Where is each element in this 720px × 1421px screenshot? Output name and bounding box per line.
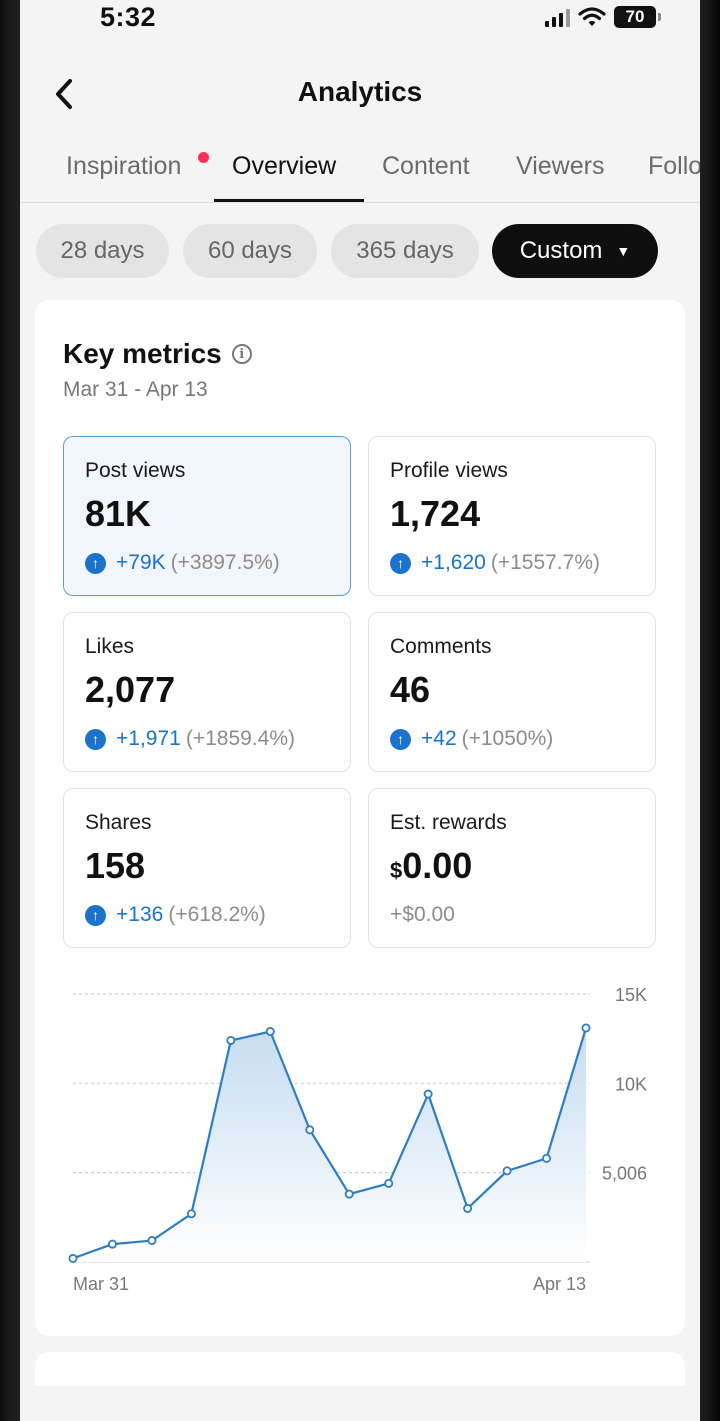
- next-section-card: [35, 1352, 685, 1386]
- metric-label: Post views: [85, 459, 186, 482]
- range-365-days[interactable]: 365 days: [331, 224, 479, 278]
- data-point[interactable]: [68, 1253, 78, 1263]
- metric-amount: 0.00: [402, 845, 473, 886]
- metric-delta: +1,620: [421, 551, 486, 574]
- metric-card-profile-views[interactable]: Profile views 1,724 ↑ +1,620 (+1557.7%): [368, 436, 656, 596]
- status-icons: 70: [545, 6, 661, 28]
- post-views-chart[interactable]: 5,006 10K 15K Mar 31 Apr 13: [35, 970, 685, 1310]
- tab-viewers[interactable]: Viewers: [516, 152, 605, 180]
- metric-value: 1,724: [390, 493, 481, 534]
- range-label: 60 days: [207, 237, 293, 264]
- data-point[interactable]: [384, 1178, 394, 1188]
- active-tab-indicator: [214, 199, 364, 202]
- tab-followers[interactable]: Followers: [648, 152, 700, 180]
- metric-change: +$0.00: [390, 903, 455, 927]
- arrow-up-icon: ↑: [390, 728, 411, 750]
- metric-value: 158: [85, 845, 146, 886]
- metric-change: ↑ +1,971 (+1859.4%): [85, 727, 295, 751]
- key-metrics-heading: Key metrics i: [63, 338, 252, 370]
- chevron-left-icon: [56, 79, 72, 109]
- metric-card-shares[interactable]: Shares 158 ↑ +136 (+618.2%): [63, 788, 351, 948]
- page-title: Analytics: [297, 76, 423, 107]
- range-60-days[interactable]: 60 days: [183, 224, 317, 278]
- tab-inspiration[interactable]: Inspiration: [66, 152, 182, 180]
- metric-card-est-rewards[interactable]: Est. rewards $0.00 +$0.00: [368, 788, 656, 948]
- arrow-up-icon: ↑: [390, 552, 411, 574]
- data-point[interactable]: [186, 1209, 196, 1219]
- metric-delta: +42: [421, 727, 457, 750]
- info-icon[interactable]: i: [231, 344, 252, 364]
- metric-percent: (+1050%): [461, 727, 554, 750]
- data-point[interactable]: [581, 1023, 591, 1033]
- status-time: 5:32: [100, 2, 157, 32]
- caret-down-icon: ▼: [616, 243, 631, 259]
- range-label: 28 days: [60, 237, 145, 264]
- metric-change: ↑ +42 (+1050%): [390, 727, 553, 751]
- metric-value: 46: [390, 669, 431, 710]
- key-metrics-card: Key metrics i Mar 31 - Apr 13 Post views…: [35, 300, 685, 1336]
- arrow-up-icon: ↑: [85, 904, 106, 926]
- y-tick-label: 15K: [615, 985, 647, 1005]
- back-button[interactable]: [44, 74, 84, 114]
- metric-change: ↑ +136 (+618.2%): [85, 903, 266, 927]
- phone-screen: 5:32 70 Analytics Inspiration Overview C…: [20, 0, 700, 1421]
- wifi-icon: [578, 7, 606, 26]
- key-metrics-title: Key metrics: [63, 338, 222, 369]
- data-point[interactable]: [265, 1027, 275, 1037]
- metric-card-post-views[interactable]: Post views 81K ↑ +79K (+3897.5%): [63, 436, 351, 596]
- data-point[interactable]: [107, 1239, 117, 1249]
- battery-icon: 70: [614, 6, 661, 28]
- x-tick-label: Mar 31: [73, 1274, 129, 1294]
- metric-value: 81K: [85, 493, 152, 534]
- metric-percent: (+618.2%): [168, 903, 266, 926]
- metric-delta: +1,971: [116, 727, 181, 750]
- arrow-up-icon: ↑: [85, 728, 106, 750]
- chart-area-fill: [73, 1027, 586, 1262]
- range-label: Custom: [519, 237, 603, 264]
- currency-symbol: $: [390, 858, 403, 883]
- data-point[interactable]: [502, 1166, 512, 1176]
- metric-delta: +136: [116, 903, 164, 926]
- metric-percent: (+1859.4%): [185, 727, 295, 750]
- data-point[interactable]: [463, 1203, 473, 1213]
- metric-delta: +79K: [116, 551, 166, 574]
- range-custom[interactable]: Custom ▼: [492, 224, 658, 278]
- metric-change: ↑ +1,620 (+1557.7%): [390, 551, 600, 575]
- data-point[interactable]: [344, 1189, 354, 1199]
- date-range: Mar 31 - Apr 13: [63, 378, 208, 401]
- metric-card-likes[interactable]: Likes 2,077 ↑ +1,971 (+1859.4%): [63, 612, 351, 772]
- data-point[interactable]: [423, 1089, 433, 1099]
- chart-series-line: [72, 1027, 588, 1260]
- metric-label: Shares: [85, 811, 152, 834]
- metric-label: Comments: [390, 635, 492, 658]
- metric-label: Profile views: [390, 459, 508, 482]
- metric-value: 2,077: [85, 669, 176, 710]
- metric-change: ↑ +79K (+3897.5%): [85, 551, 280, 575]
- metric-card-comments[interactable]: Comments 46 ↑ +42 (+1050%): [368, 612, 656, 772]
- data-point[interactable]: [305, 1125, 315, 1135]
- cellular-signal-icon: [545, 7, 570, 27]
- x-tick-label: Apr 13: [533, 1274, 586, 1294]
- metric-delta: +$0.00: [390, 903, 455, 926]
- data-point[interactable]: [226, 1035, 236, 1045]
- arrow-up-icon: ↑: [85, 552, 106, 574]
- range-28-days[interactable]: 28 days: [36, 224, 169, 278]
- metric-value: $0.00: [390, 845, 472, 887]
- tab-overview[interactable]: Overview: [232, 152, 337, 180]
- range-label: 365 days: [356, 237, 454, 264]
- data-point[interactable]: [147, 1236, 157, 1246]
- tab-content[interactable]: Content: [382, 152, 470, 180]
- y-tick-label: 5,006: [602, 1164, 647, 1184]
- notification-dot: [198, 152, 209, 163]
- metric-percent: (+1557.7%): [490, 551, 600, 574]
- metric-percent: (+3897.5%): [170, 551, 280, 574]
- data-point[interactable]: [542, 1153, 552, 1163]
- tab-bar: Inspiration Overview Content Viewers Fol…: [20, 140, 700, 203]
- metric-label: Est. rewards: [390, 811, 507, 834]
- y-tick-label: 10K: [615, 1074, 647, 1094]
- metric-label: Likes: [85, 635, 135, 658]
